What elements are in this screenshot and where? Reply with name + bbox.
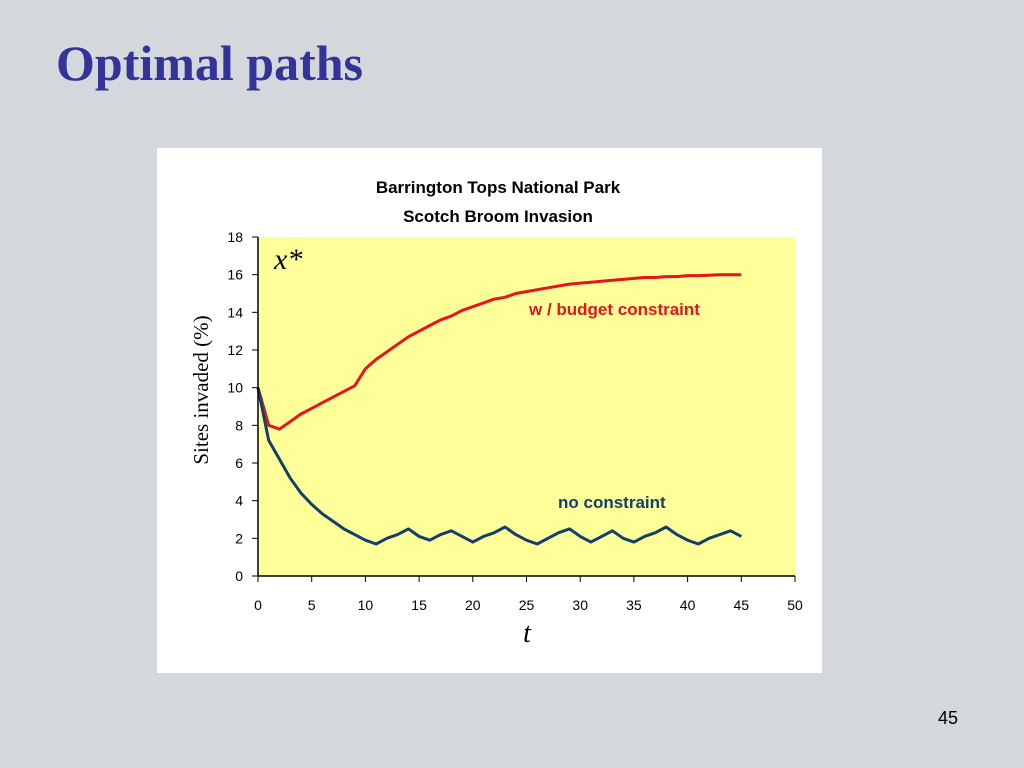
slide-title: Optimal paths [56,35,364,91]
y-tick-label: 14 [227,304,243,320]
y-tick-label: 6 [235,455,243,471]
x-axis-label: t [523,618,532,649]
series-line-no-constraint [256,387,742,546]
x-tick-label: 25 [519,597,535,613]
slide-number: 45 [938,708,959,728]
y-tick-label: 8 [235,417,243,433]
y-tick-label: 4 [235,493,243,509]
y-tick-label: 0 [235,568,243,584]
y-tick-label: 16 [227,267,243,283]
chart-subtitle: Scotch Broom Invasion [403,207,593,226]
plot-area [258,237,795,576]
series-line-budget-constraint [256,273,742,431]
x-tick-label: 5 [308,597,316,613]
y-axis-label: Sites invaded (%) [189,315,213,464]
x-tick-label: 0 [254,597,262,613]
line-chart: Barrington Tops National Park Scotch Bro… [189,178,803,649]
no-constraint-series-label: no constraint [558,493,666,512]
chart-title: Barrington Tops National Park [376,178,621,197]
y-tick-label: 2 [235,530,243,546]
chart-panel: Barrington Tops National Park Scotch Bro… [157,148,822,673]
x-tick-label: 35 [626,597,642,613]
y-tick-label: 12 [227,342,243,358]
budget-series-label: w / budget constraint [528,300,700,319]
x-tick-label: 50 [787,597,803,613]
x-tick-label: 40 [680,597,696,613]
x-tick-label: 20 [465,597,481,613]
x-tick-label: 10 [358,597,374,613]
x-tick-label: 30 [572,597,588,613]
x-tick-label: 15 [411,597,427,613]
y-axis-annotation: x* [273,243,302,276]
y-tick-label: 18 [227,229,243,245]
y-tick-label: 10 [227,380,243,396]
x-tick-label: 45 [734,597,750,613]
